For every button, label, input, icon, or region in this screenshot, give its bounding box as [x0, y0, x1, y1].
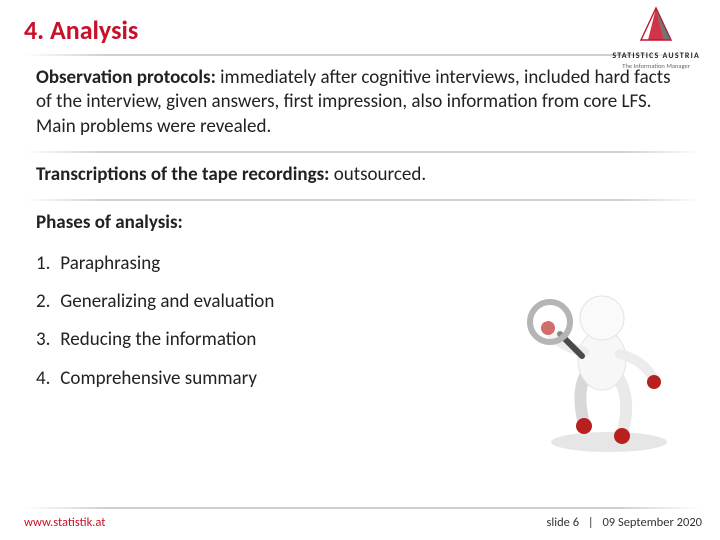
slide: 4. Analysis STATISTICS AUSTRIA The Infor… — [0, 0, 720, 540]
slide-title: 4. Analysis — [24, 14, 696, 46]
footer-right: slide 6 | 09 September 2020 — [546, 515, 702, 530]
para-transcriptions-text: outsourced. — [329, 163, 426, 186]
header: 4. Analysis STATISTICS AUSTRIA The Infor… — [0, 0, 720, 54]
illustration — [514, 274, 684, 454]
footer-row: www.statistik.at slide 6 | 09 September … — [24, 515, 702, 530]
slide-number: 6 — [573, 515, 579, 530]
para-phases-heading: Phases of analysis: — [36, 211, 684, 235]
phase-text: Paraphrasing — [60, 252, 160, 275]
phase-num: 2. — [36, 290, 56, 314]
phase-text: Comprehensive summary — [60, 367, 257, 390]
footer: www.statistik.at slide 6 | 09 September … — [0, 507, 720, 530]
phase-text: Generalizing and evaluation — [60, 290, 274, 313]
header-rule — [24, 54, 702, 56]
footer-rule — [24, 507, 702, 509]
footer-date: 09 September 2020 — [602, 515, 702, 530]
footer-separator: | — [588, 515, 594, 530]
para-transcriptions: Transcriptions of the tape recordings: o… — [36, 163, 684, 187]
phase-num: 1. — [36, 252, 56, 276]
logo-org-text: STATISTICS AUSTRIA — [612, 51, 700, 61]
para-transcriptions-bold: Transcriptions of the tape recordings: — [36, 163, 329, 186]
phase-num: 4. — [36, 367, 56, 391]
logo-mark — [621, 6, 691, 46]
para-observation-bold: Observation protocols: — [36, 66, 216, 89]
phase-text: Reducing the information — [60, 328, 256, 351]
phase-num: 3. — [36, 328, 56, 352]
rule-2 — [24, 199, 702, 201]
slide-label: slide — [546, 515, 569, 530]
logo: STATISTICS AUSTRIA The Information Manag… — [612, 6, 700, 70]
footer-url[interactable]: www.statistik.at — [24, 515, 106, 530]
para-phases-bold: Phases of analysis: — [36, 211, 183, 234]
para-observation: Observation protocols: immediately after… — [36, 66, 684, 139]
logo-tagline: The Information Manager — [612, 62, 700, 70]
rule-1 — [24, 151, 702, 153]
